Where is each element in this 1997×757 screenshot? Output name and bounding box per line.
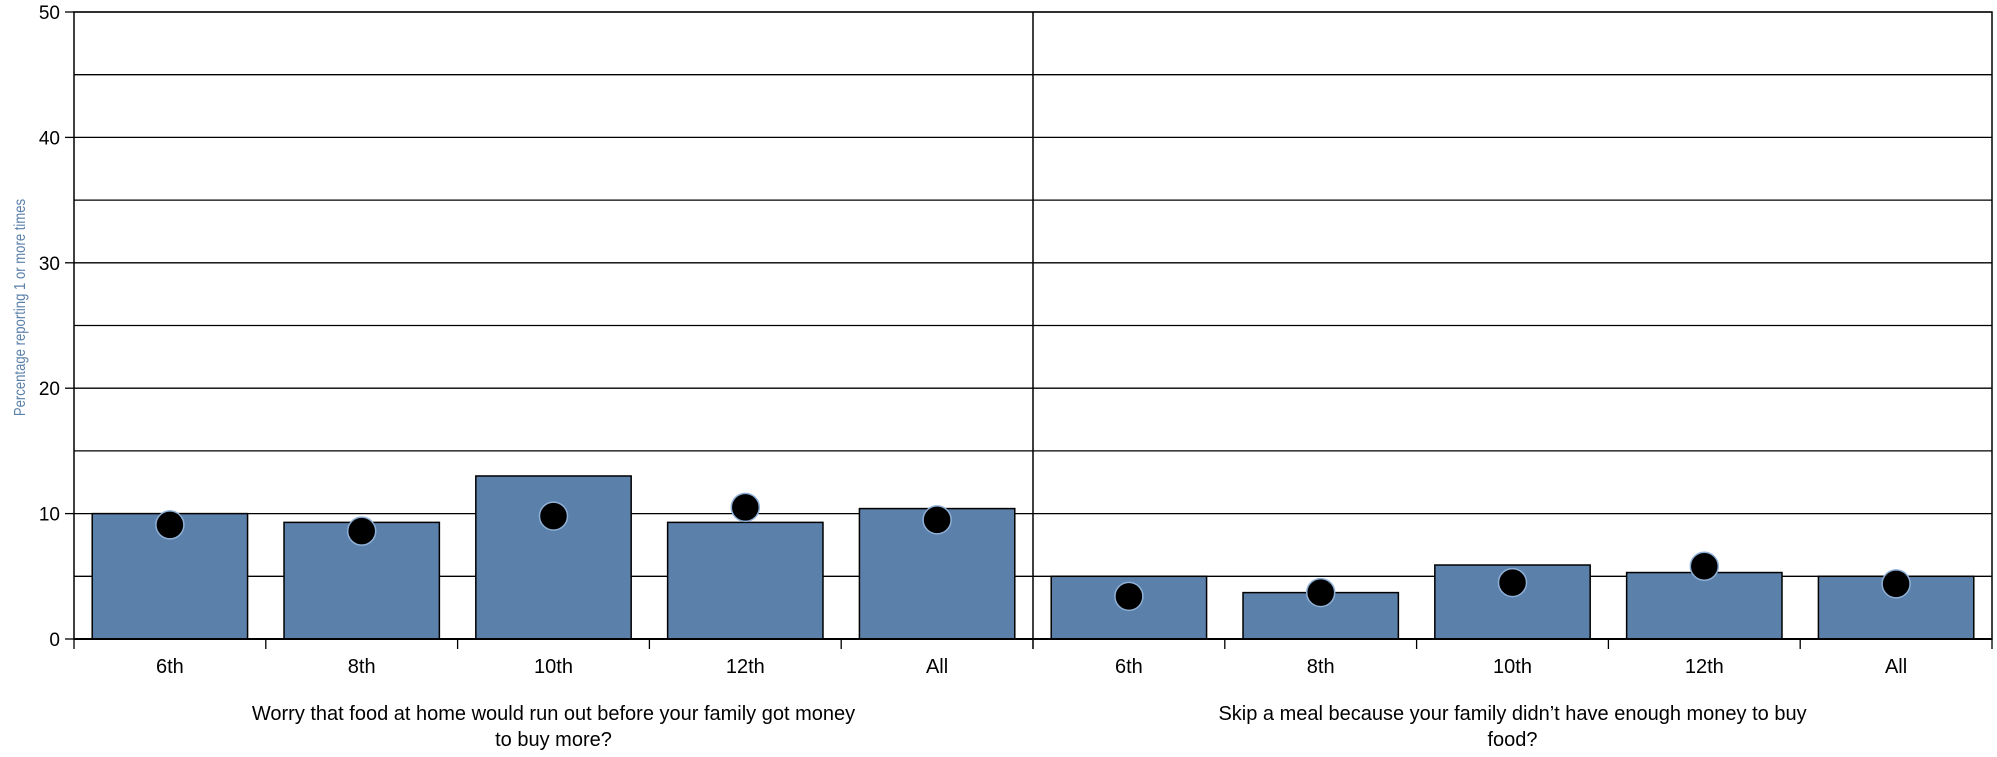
dot-0-3: [730, 492, 761, 523]
category-label: 6th: [1115, 656, 1143, 678]
panel-title-line: Worry that food at home would run out be…: [252, 703, 855, 725]
panel-title-line: to buy more?: [495, 729, 612, 751]
bar-1-3: [1625, 571, 1783, 640]
dot-0-1: [346, 516, 377, 546]
bar-0-3: [666, 521, 824, 640]
dot-1-3: [1689, 551, 1720, 582]
y-tick-label: 30: [39, 254, 60, 275]
y-tick-label: 10: [39, 505, 60, 526]
y-tick-label: 40: [39, 128, 60, 149]
category-label: 6th: [156, 656, 184, 678]
y-tick-label: 50: [39, 3, 60, 24]
category-label: 8th: [348, 656, 376, 678]
category-label: 10th: [534, 656, 573, 678]
dot-0-0: [155, 510, 185, 540]
panel-title-line: Skip a meal because your family didn’t h…: [1218, 703, 1806, 725]
category-label: 12th: [1685, 656, 1724, 678]
bar-0-2: [475, 475, 632, 640]
category-label: 10th: [1493, 656, 1532, 678]
panel-title-line: food?: [1487, 729, 1537, 751]
y-axis-title: Percentage reporting 1 or more times: [12, 199, 29, 416]
dot-1-4: [1881, 569, 1911, 599]
dot-0-2: [538, 501, 569, 531]
category-label: All: [926, 656, 948, 678]
category-label: 12th: [726, 656, 765, 678]
dot-1-2: [1497, 567, 1528, 598]
y-tick-label: 20: [39, 379, 60, 400]
category-label: 8th: [1307, 656, 1335, 678]
dot-0-4: [922, 505, 952, 535]
dot-1-0: [1114, 581, 1144, 612]
category-label: All: [1885, 656, 1907, 678]
dot-1-1: [1305, 577, 1336, 608]
y-tick-label: 0: [49, 630, 60, 651]
